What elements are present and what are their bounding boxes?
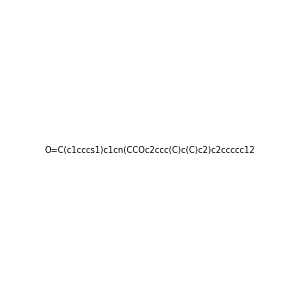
Text: O=C(c1cccs1)c1cn(CCOc2ccc(C)c(C)c2)c2ccccc12: O=C(c1cccs1)c1cn(CCOc2ccc(C)c(C)c2)c2ccc…: [45, 146, 255, 154]
